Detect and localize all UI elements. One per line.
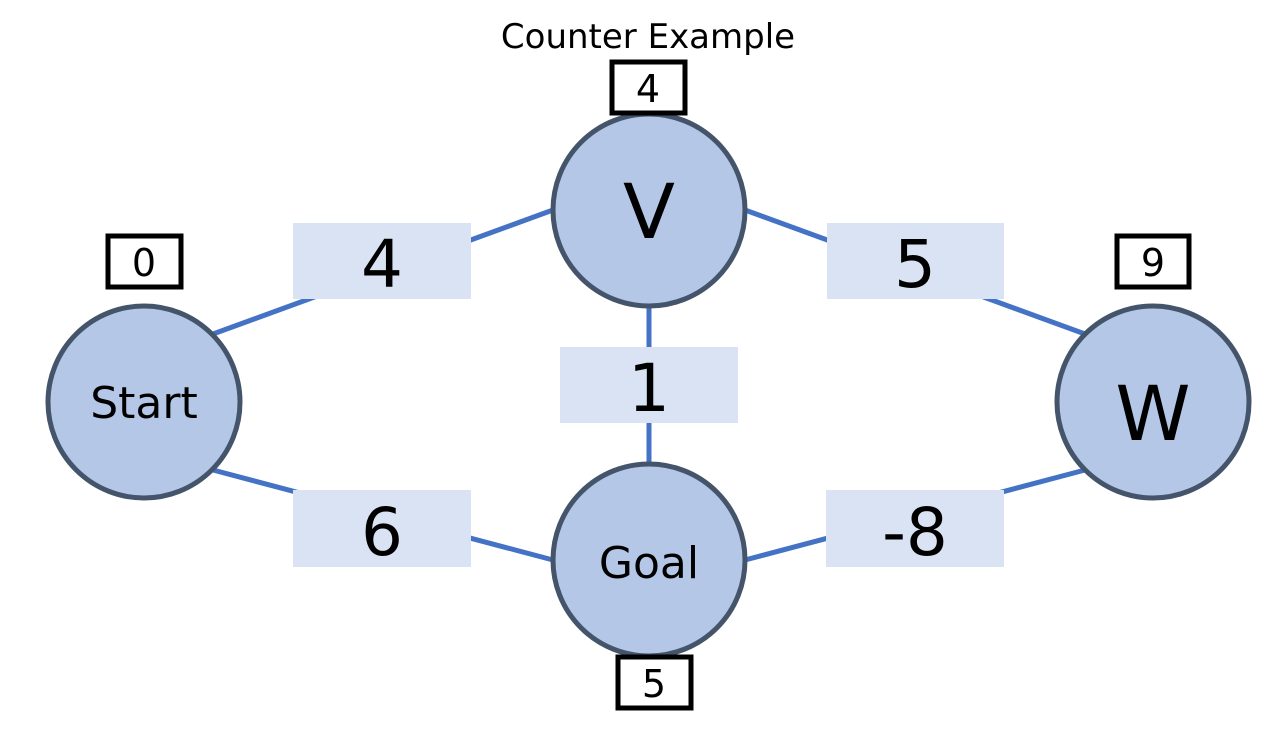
distance-value: 0 bbox=[132, 241, 156, 285]
node-label: Start bbox=[90, 378, 198, 429]
weight-label-goal-w: -8 bbox=[826, 490, 1004, 571]
distance-box bbox=[105, 233, 184, 290]
distance-v: 4 bbox=[609, 59, 688, 116]
weight-value: -8 bbox=[882, 494, 948, 571]
weight-value: 4 bbox=[361, 226, 403, 303]
distance-box bbox=[615, 654, 694, 711]
node-label: V bbox=[623, 167, 675, 256]
distance-value: 9 bbox=[1141, 241, 1165, 285]
edge-weights: 4 5 1 6 -8 bbox=[293, 223, 1004, 571]
node-v: V bbox=[550, 111, 748, 309]
weight-label-start-goal: 6 bbox=[293, 490, 471, 571]
weight-label-start-v: 4 bbox=[293, 223, 471, 303]
distance-value: 4 bbox=[636, 67, 660, 111]
node-circle bbox=[1054, 303, 1252, 501]
node-label: W bbox=[1115, 369, 1190, 458]
node-start: Start bbox=[45, 303, 243, 501]
weight-box bbox=[827, 223, 1004, 299]
node-circle bbox=[45, 303, 243, 501]
distance-box bbox=[1114, 233, 1192, 290]
node-goal: Goal bbox=[550, 461, 748, 659]
distance-w: 9 bbox=[1114, 233, 1192, 290]
weight-value: 6 bbox=[361, 494, 403, 571]
distance-box bbox=[609, 59, 688, 116]
diagram-title: Counter Example bbox=[501, 17, 795, 57]
weight-box bbox=[293, 223, 471, 299]
weight-label-v-goal: 1 bbox=[560, 347, 738, 427]
weight-value: 1 bbox=[628, 350, 670, 427]
weight-value: 5 bbox=[894, 226, 936, 303]
weight-box bbox=[826, 490, 1004, 567]
node-w: W bbox=[1054, 303, 1252, 501]
weight-box bbox=[560, 347, 738, 423]
distance-goal: 5 bbox=[615, 654, 694, 711]
distance-start: 0 bbox=[105, 233, 184, 290]
weight-label-v-w: 5 bbox=[827, 223, 1004, 303]
node-label: Goal bbox=[599, 538, 699, 589]
distance-value: 5 bbox=[642, 662, 666, 706]
weight-box bbox=[293, 490, 471, 567]
